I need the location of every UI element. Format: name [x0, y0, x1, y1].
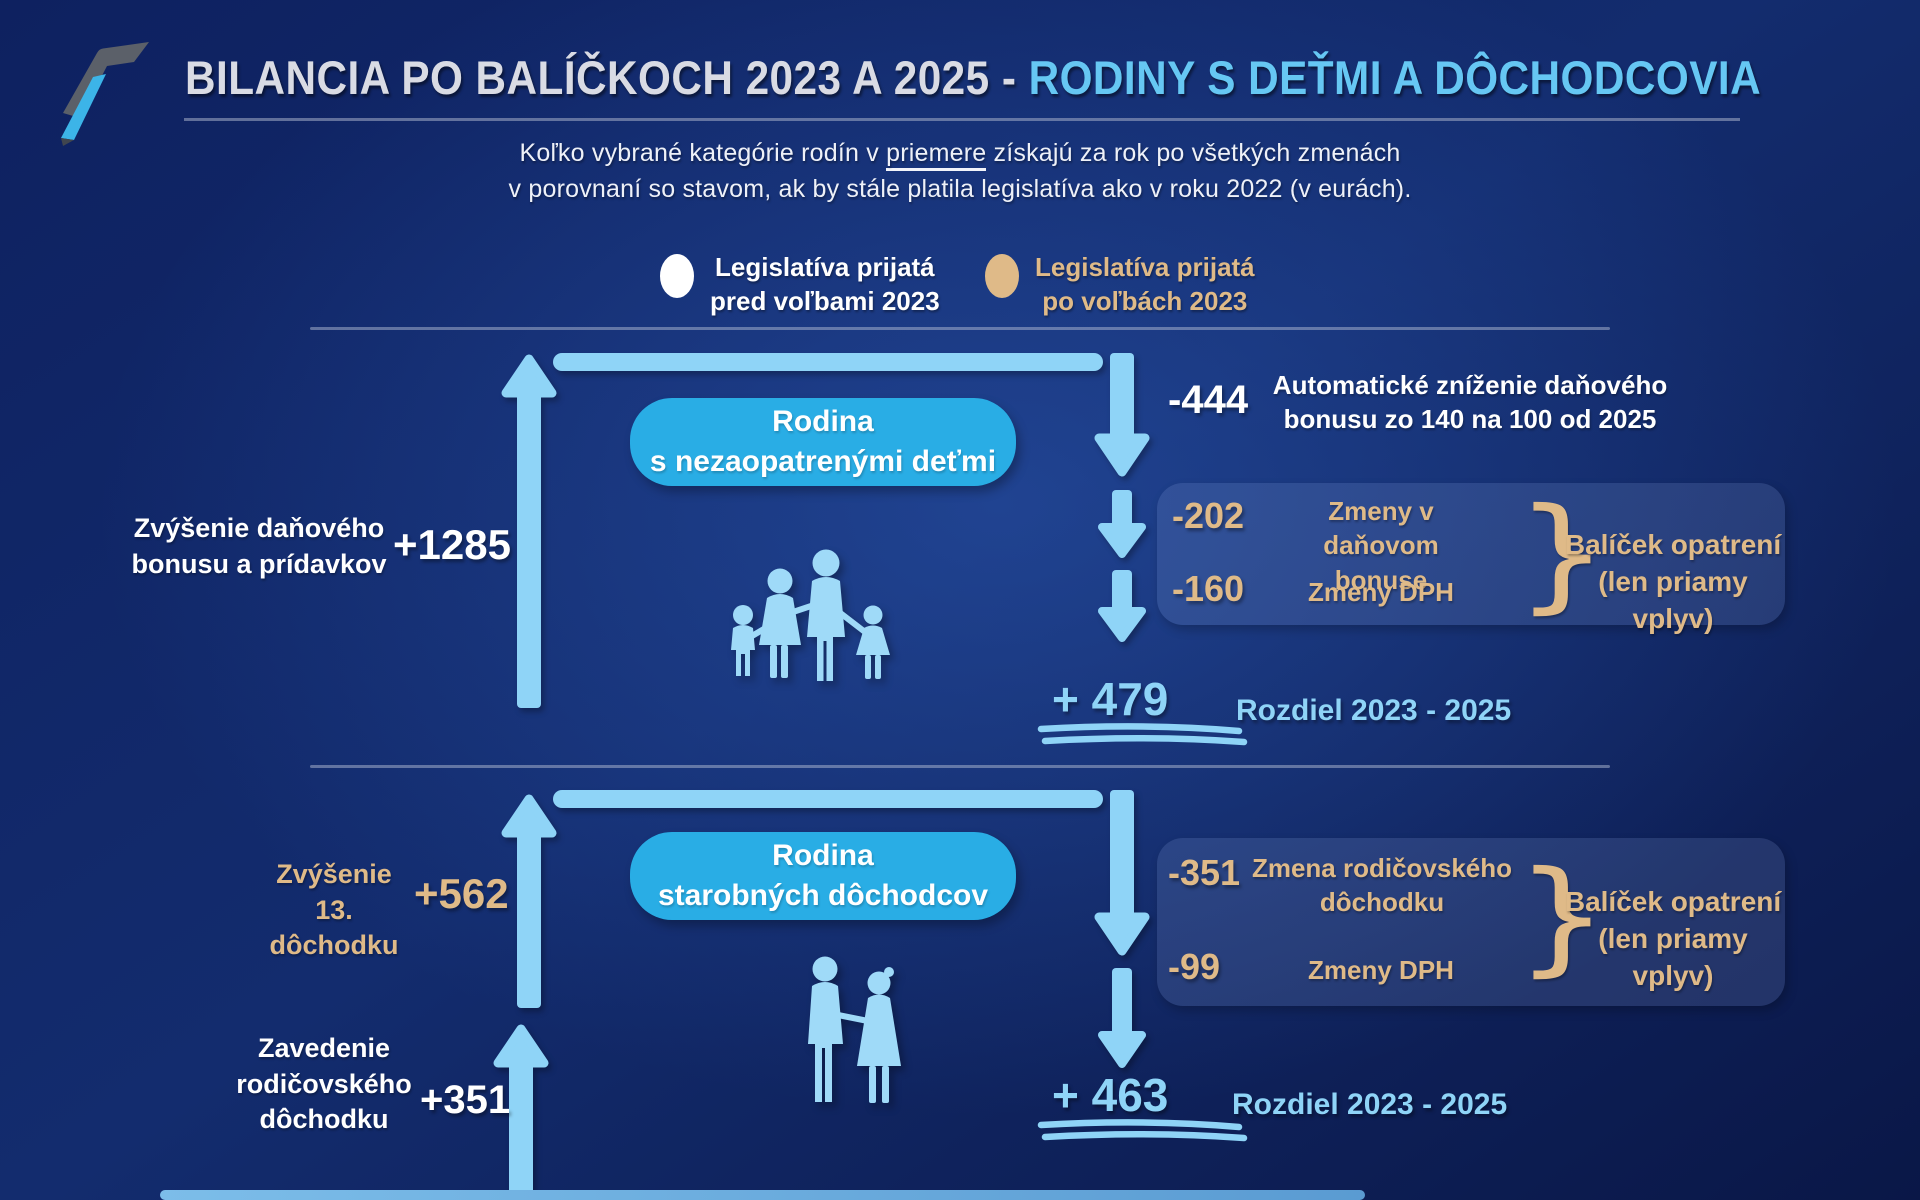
package2-label-line1: Balíček opatrení	[1564, 886, 1782, 917]
package2-label: Balíček opatrení (len priamy vplyv)	[1555, 884, 1791, 995]
legend-before-elections: Legislatíva prijatá pred voľbami 2023	[660, 250, 940, 319]
gain-label-children: Zvýšenie daňového bonusu a prídavkov	[128, 511, 390, 582]
package1-item1-label-line1: Zmeny v daňovom	[1323, 496, 1439, 561]
package1-item1-label: Zmeny v daňovom bonuse	[1267, 494, 1495, 597]
package-panel-pensioners	[1157, 838, 1785, 1006]
package2-item1-label-line2: dôchodku	[1319, 887, 1445, 918]
page-title-accent: RODINY S DEŤMI A DÔCHODCOVIA	[1028, 51, 1762, 104]
package2-item1-value: -351	[1168, 852, 1241, 893]
package2-item2-label: Zmeny DPH	[1308, 955, 1454, 985]
cut-down-arrow-99	[1098, 968, 1146, 1068]
subtitle-pre: Koľko vybrané kategórie rodín v	[519, 139, 887, 167]
package1-item2-label: Zmeny DPH	[1308, 577, 1454, 607]
legend-dot-white	[660, 254, 694, 298]
section-divider-top	[310, 327, 1610, 330]
section-divider-middle	[310, 765, 1610, 768]
package2-item2-value: -99	[1168, 946, 1221, 987]
legend-before-line2: pred voľbami 2023	[710, 286, 940, 317]
gain-up-arrow-13th-pension	[501, 794, 557, 1008]
bottom-accent-strip	[160, 1190, 1365, 1200]
legend-before-line1: Legislatíva prijatá	[715, 252, 935, 282]
page-title: BILANCIA PO BALÍČKOCH 2023 A 2025 - RODI…	[185, 50, 1761, 105]
flow-bar-pensioners	[553, 790, 1103, 808]
category-pensioners-line2: starobných dôchodcov	[657, 879, 989, 912]
package2-item1-label: Zmena rodičovského dôchodku	[1248, 851, 1516, 920]
category-children-line1: Rodina	[772, 404, 874, 438]
gain-label-13th-line2: 13. dôchodku	[269, 894, 399, 961]
category-children-line2: s nezaopatrenými deťmi	[649, 445, 997, 478]
cut-down-arrow-444	[1094, 353, 1150, 477]
gain-up-arrow-parental-pension	[493, 1024, 549, 1200]
legend-after-line2: po voľbách 2023	[1042, 286, 1248, 317]
auto-cut-desc-line1: Automatické zníženie daňového	[1272, 370, 1668, 400]
gain-label-13th-pension: Zvýšenie 13. dôchodku	[253, 857, 415, 964]
result-label-pensioners: Rozdiel 2023 - 2025	[1232, 1088, 1508, 1121]
legend-after-elections: Legislatíva prijatá po voľbách 2023	[985, 250, 1255, 319]
brand-logo-icon	[61, 42, 149, 146]
subtitle-line2: v porovnaní so stavom, ak by stále plati…	[508, 175, 1412, 203]
cut-down-arrow-202	[1098, 490, 1146, 558]
cut-down-arrow-160	[1098, 570, 1146, 642]
subtitle-underlined-word: priemere	[886, 139, 987, 171]
flow-bar-children	[553, 353, 1103, 371]
family-children-icon	[731, 549, 890, 681]
package2-label-line2: (len priamy vplyv)	[1598, 922, 1748, 991]
subtitle-line1: Koľko vybrané kategórie rodín v priemere…	[0, 139, 1920, 171]
result-label-children: Rozdiel 2023 - 2025	[1236, 694, 1512, 727]
gain-label-13th-line1: Zvýšenie	[276, 859, 392, 889]
package1-label-line1: Balíček opatrení	[1564, 529, 1782, 560]
category-pensioners-line1: Rodina	[772, 838, 874, 872]
result-value-pensioners: + 463	[1052, 1069, 1169, 1121]
package1-item1-value: -202	[1172, 495, 1245, 536]
category-box-pensioners: Rodina starobných dôchodcov	[630, 832, 1016, 920]
result-underline-children	[1037, 723, 1248, 746]
gain-label-parental-line1: Zavedenie	[257, 1033, 391, 1063]
elderly-couple-icon	[808, 956, 901, 1103]
package1-item1-label-line2: bonuse	[1334, 564, 1428, 595]
package1-brace: }	[1515, 480, 1609, 626]
title-underline	[184, 118, 1740, 121]
gain-value-parental-pension: +351	[420, 1078, 511, 1122]
cut-down-arrow-351	[1094, 790, 1150, 956]
gain-label-parental-pension: Zavedenie rodičovského dôchodku	[233, 1031, 415, 1138]
gain-label-children-line2: bonusu a prídavkov	[131, 548, 387, 579]
auto-cut-value: -444	[1168, 378, 1249, 422]
gain-up-arrow-children	[501, 354, 557, 708]
gain-label-parental-line2: rodičovského	[236, 1068, 412, 1099]
subtitle-post: získajú za rok po všetkých zmenách	[986, 139, 1401, 167]
result-underline-pensioners	[1037, 1119, 1248, 1142]
legend-dot-tan	[985, 254, 1019, 298]
gain-value-13th-pension: +562	[414, 870, 509, 917]
package-panel-children	[1157, 483, 1785, 625]
category-box-children: Rodina s nezaopatrenými deťmi	[630, 398, 1016, 486]
auto-cut-description: Automatické zníženie daňového bonusu zo …	[1255, 368, 1685, 437]
legend-after-line1: Legislatíva prijatá	[1035, 252, 1255, 282]
package1-label: Balíček opatrení (len priamy vplyv)	[1555, 527, 1791, 638]
result-value-children: + 479	[1052, 673, 1169, 725]
gain-label-parental-line3: dôchodku	[259, 1104, 389, 1135]
package2-item1-label-line1: Zmena rodičovského	[1251, 853, 1513, 883]
page-title-main: BILANCIA PO BALÍČKOCH 2023 A 2025 -	[185, 51, 1029, 104]
gain-value-children: +1285	[393, 521, 511, 568]
auto-cut-desc-line2: bonusu zo 140 na 100 od 2025	[1283, 404, 1657, 435]
package1-label-line2: (len priamy vplyv)	[1598, 565, 1748, 634]
package2-brace: }	[1515, 843, 1609, 989]
package1-item2-value: -160	[1172, 568, 1245, 609]
gain-label-children-line1: Zvýšenie daňového	[133, 513, 385, 543]
